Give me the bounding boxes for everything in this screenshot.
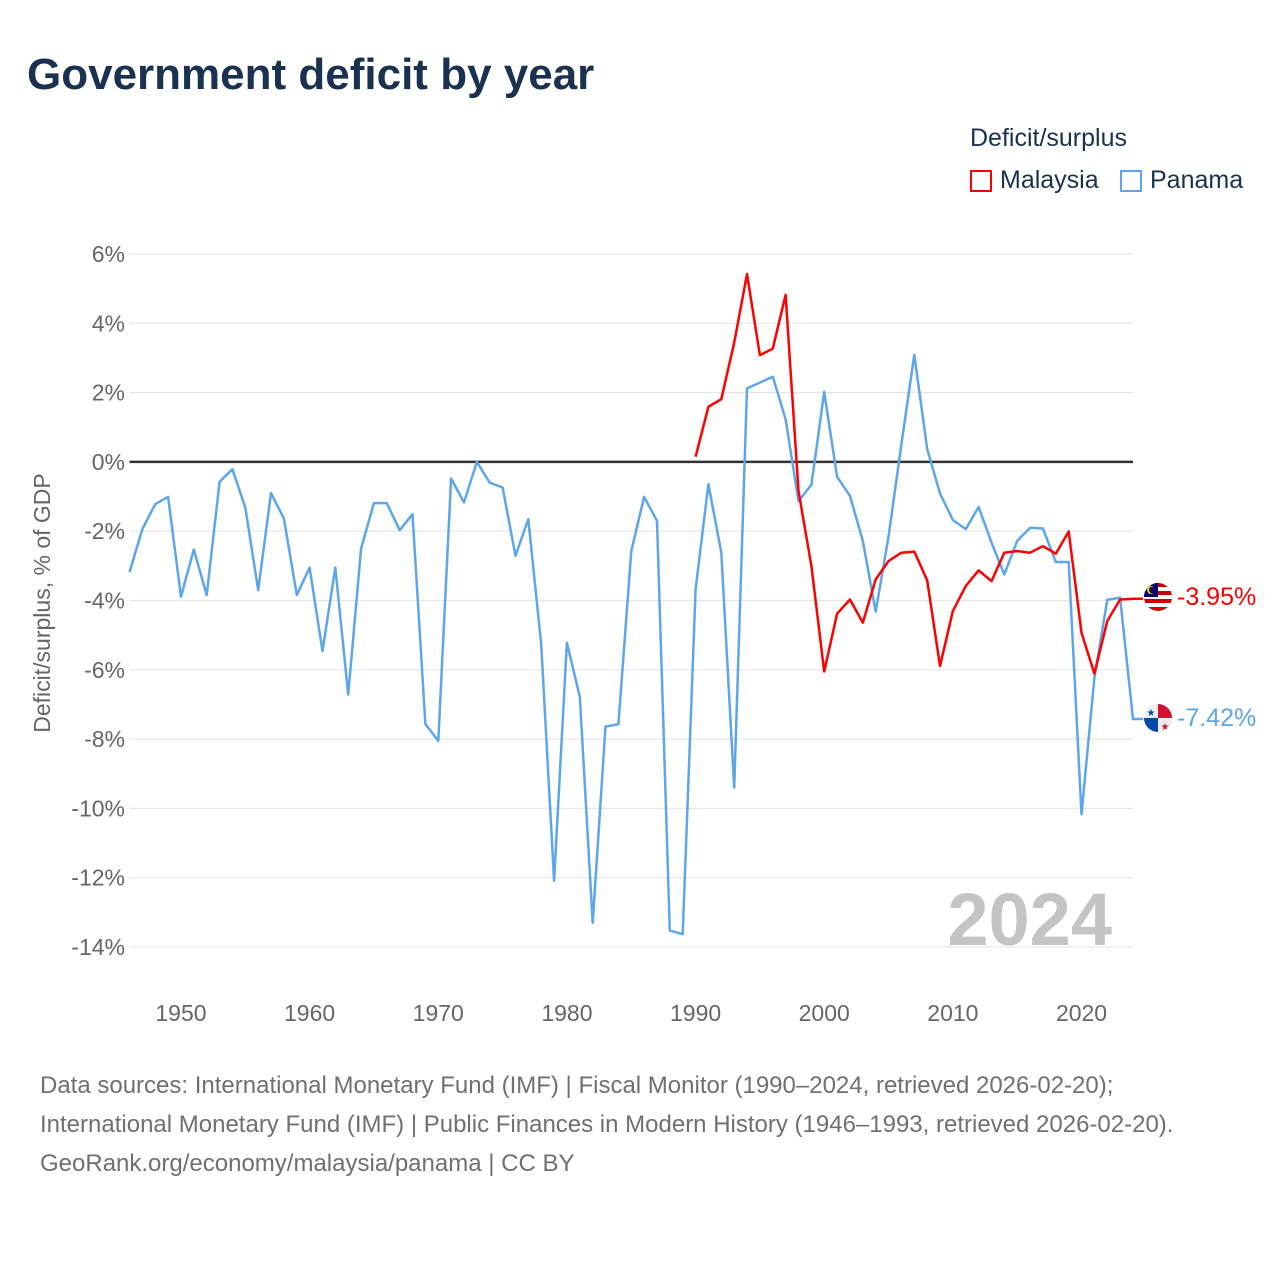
year-watermark: 2024 bbox=[947, 878, 1112, 961]
x-tick-label: 2020 bbox=[1056, 1000, 1107, 1026]
series-line-panama bbox=[128, 353, 1143, 936]
x-tick-label: 1950 bbox=[155, 1000, 206, 1026]
y-tick-label: -4% bbox=[84, 588, 125, 614]
x-tick-label: 2010 bbox=[927, 1000, 978, 1026]
line-chart: 6% 4% 2% 0% -2% -4% -6% -8% -10% -12% -14% 1950 1960… bbox=[29, 241, 1256, 1026]
panama-end-label: -7.42% bbox=[1177, 704, 1256, 732]
footer: Data sources: International Monetary Fun… bbox=[40, 1066, 1240, 1183]
x-tick-label: 1970 bbox=[413, 1000, 464, 1026]
x-tick-label: 1980 bbox=[541, 1000, 592, 1026]
series-line-malaysia bbox=[694, 272, 1143, 675]
y-tick-label: -12% bbox=[71, 865, 125, 891]
x-tick-label: 2000 bbox=[799, 1000, 850, 1026]
y-tick-label: 4% bbox=[92, 310, 125, 336]
legend-item-malaysia[interactable]: Malaysia bbox=[970, 166, 1099, 195]
y-tick-label: -10% bbox=[71, 795, 125, 821]
y-tick-label: -2% bbox=[84, 518, 125, 544]
svg-text:★: ★ bbox=[1161, 722, 1170, 733]
svg-text:★: ★ bbox=[1147, 708, 1156, 719]
y-axis-label: Deficit/surplus, % of GDP bbox=[29, 473, 55, 732]
x-tick-label: 1990 bbox=[670, 1000, 721, 1026]
malaysia-end-label: -3.95% bbox=[1177, 583, 1256, 611]
panama-flag-icon: ★ ★ bbox=[1144, 704, 1172, 733]
y-tick-label: 0% bbox=[92, 449, 125, 475]
x-tick-label: 1960 bbox=[284, 1000, 335, 1026]
credit-link[interactable]: GeoRank.org/economy/malaysia/panama | CC… bbox=[40, 1150, 575, 1177]
y-tick-label: 2% bbox=[92, 380, 125, 406]
y-tick-label: -8% bbox=[84, 726, 125, 752]
legend-item-panama[interactable]: Panama bbox=[1120, 166, 1243, 195]
y-tick-label: -6% bbox=[84, 657, 125, 683]
data-sources: Data sources: International Monetary Fun… bbox=[40, 1072, 1174, 1138]
legend-swatch-malaysia bbox=[970, 169, 992, 192]
legend-swatch-panama bbox=[1120, 169, 1142, 192]
malaysia-flag-icon bbox=[1144, 583, 1172, 611]
chart-title: Government deficit by year bbox=[27, 50, 595, 99]
y-tick-label: -14% bbox=[71, 934, 125, 960]
legend-label: Panama bbox=[1150, 166, 1244, 194]
legend-title: Deficit/surplus bbox=[970, 124, 1127, 152]
legend-label: Malaysia bbox=[1000, 166, 1099, 194]
y-tick-label: 6% bbox=[92, 241, 125, 267]
